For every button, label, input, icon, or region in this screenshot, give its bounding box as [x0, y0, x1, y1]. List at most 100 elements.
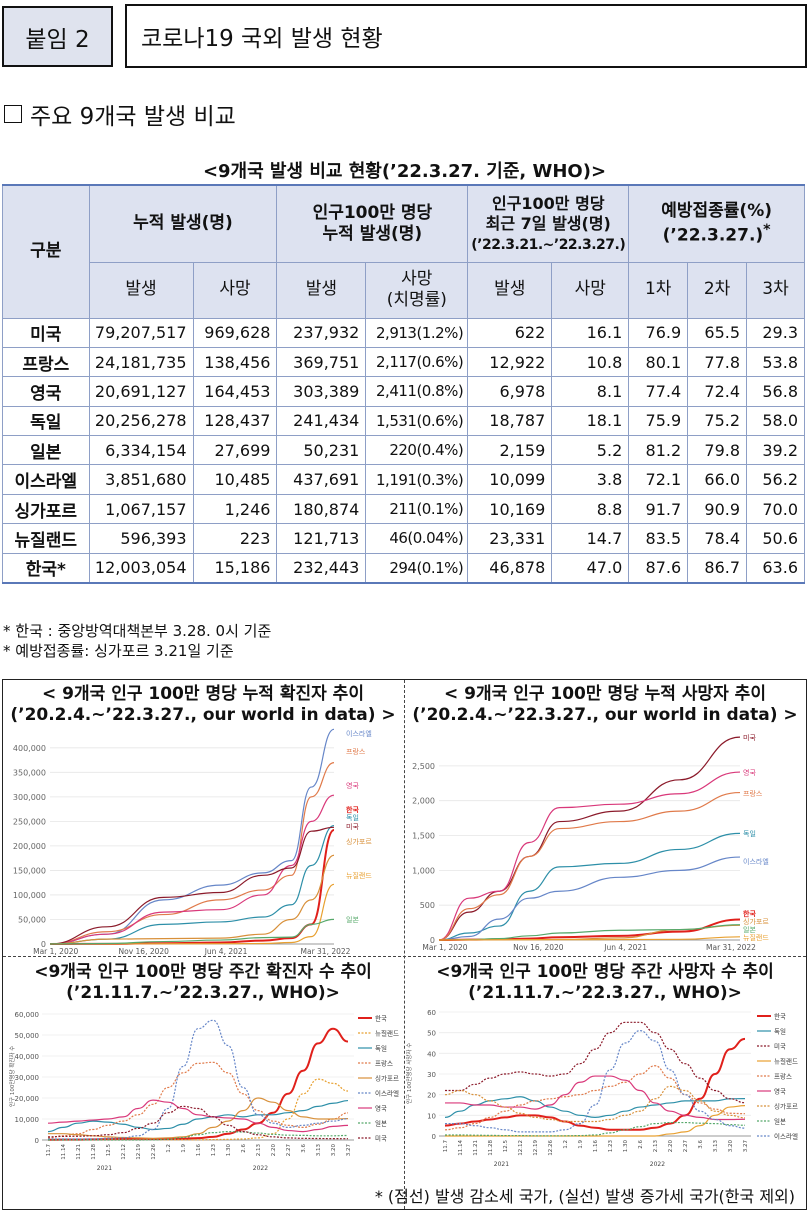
cell-v3: 63.6	[746, 552, 805, 585]
year-label: 2022	[650, 1161, 665, 1168]
legend-label-뉴질랜드: 뉴질랜드	[375, 1029, 399, 1038]
cell-pm-deaths: 211(0.1%)	[365, 493, 469, 525]
cell-w-cases: 10,169	[467, 493, 553, 525]
x-tick-label: Mar 31, 2022	[301, 947, 351, 956]
series-line-이스라엘	[49, 728, 335, 945]
x-tick-label: 2.20	[271, 1144, 277, 1157]
x-tick-label: 2.6	[638, 1140, 644, 1149]
table-notes: * 한국 : 중앙방역대책본부 3.28. 0시 기준 * 예방접종률: 싱가포…	[3, 621, 271, 661]
series-label-이스라엘: 이스라엘	[346, 729, 372, 738]
cell-v3: 56.8	[746, 376, 805, 407]
sub-dose2: 2차	[687, 261, 748, 319]
x-tick-label: 3.13	[316, 1144, 322, 1157]
chart4-title: <9개국 인구 100만 명당 주간 사망자 수 추이 (’21.11.7.~’2…	[436, 962, 774, 1003]
header-weekly: 인구100만 명당 최근 7일 발생(명) (’22.3.21.~’22.3.27.…	[467, 184, 630, 263]
table-row: 영국 20,691,127 164,453 303,389 2,411(0.8%) 6,9…	[2, 376, 805, 407]
x-tick-label: 11.7	[46, 1144, 52, 1157]
y-tick-label: 150,000	[13, 866, 46, 875]
table-row: 독일 20,256,278 128,437 241,434 1,531(0.6%) 18,…	[2, 405, 805, 437]
cell-pm-cases: 241,434	[276, 405, 367, 437]
header-per-million: 인구100만 명당 누적 발생(명)	[276, 184, 469, 263]
cell-w-deaths: 16.1	[551, 317, 630, 348]
table-row: 뉴질랜드 596,393 223 121,713 46(0.04%) 23,331 14.7…	[2, 523, 805, 554]
series-line-독일	[47, 1099, 349, 1133]
cell-v1: 91.7	[628, 493, 689, 525]
cell-deaths: 1,246	[192, 493, 278, 525]
y-tick-label: 0	[432, 1133, 436, 1141]
cell-w-cases: 622	[467, 317, 553, 348]
y-tick-label: 20	[427, 1092, 436, 1100]
y-tick-label: 300,000	[13, 793, 46, 802]
x-tick-label: Nov 16, 2020	[119, 947, 170, 956]
chart-weekly-cases: 60,000 50,000 40,000 30,000 20,000 10,000 0 인구 …	[8, 1011, 399, 1172]
series-line-독일	[444, 1096, 746, 1119]
series-line-이스라엘	[47, 1019, 349, 1140]
legend-label-한국: 한국	[375, 1015, 387, 1023]
legend-label-프랑스: 프랑스	[375, 1060, 393, 1068]
year-label: 2021	[97, 1165, 112, 1172]
y-tick-label: 40	[427, 1050, 436, 1058]
x-tick-label: Jun 4, 2021	[603, 943, 647, 952]
cell-deaths: 164,453	[192, 376, 278, 407]
sub-pm-deaths: 사망 (치명률)	[365, 261, 469, 319]
cell-deaths: 128,437	[192, 405, 278, 437]
table-caption: <9개국 발생 비교 현황(’22.3.27. 기준, WHO)>	[202, 161, 607, 182]
x-tick-label: 2.27	[683, 1140, 689, 1153]
y-tick-label: 50,000	[18, 915, 46, 924]
x-tick-label: 11.21	[76, 1144, 82, 1160]
legend-label-영국: 영국	[774, 1087, 786, 1096]
legend-label-영국: 영국	[375, 1104, 387, 1113]
series-line-일본	[444, 1121, 746, 1137]
series-line-프랑스	[49, 762, 335, 945]
x-tick-label: 2.13	[653, 1140, 659, 1153]
year-label: 2021	[494, 1161, 509, 1168]
country-comparison-table: 구분 누적 발생(명) 인구100만 명당 누적 발생(명) 인구100만 명당 최…	[2, 184, 805, 585]
y-tick-label: 50	[427, 1030, 436, 1038]
series-line-한국	[49, 828, 335, 945]
cell-pm-cases: 303,389	[276, 376, 367, 407]
cell-w-deaths: 18.1	[551, 405, 630, 437]
cell-pm-cases: 121,713	[276, 523, 367, 554]
cell-w-deaths: 3.8	[551, 464, 630, 495]
x-tick-label: 12.12	[518, 1140, 524, 1156]
x-tick-label: 2.27	[286, 1144, 292, 1157]
series-line-프랑스	[47, 1061, 349, 1139]
y-tick-label: 2,500	[412, 762, 435, 771]
table-row: 프랑스 24,181,735 138,456 369,751 2,117(0.6%) 12…	[2, 346, 805, 378]
x-tick-label: 2.20	[668, 1140, 674, 1153]
series-line-한국	[444, 1037, 746, 1131]
cell-deaths: 223	[192, 523, 278, 554]
section-heading: 주요 9개국 발생 비교	[4, 97, 236, 131]
cell-v3: 39.2	[746, 435, 805, 466]
series-line-싱가포르	[48, 1097, 349, 1139]
cell-w-deaths: 8.8	[551, 493, 630, 525]
series-line-미국	[47, 1105, 349, 1140]
cell-name: 이스라엘	[2, 464, 90, 495]
cell-v3: 29.3	[746, 317, 805, 348]
sub-cases: 발생	[88, 261, 194, 319]
cell-pm-deaths: 1,191(0.3%)	[365, 464, 469, 495]
cell-cases: 24,181,735	[88, 346, 194, 378]
y-tick-label: 10,000	[15, 1116, 40, 1124]
cell-w-deaths: 47.0	[551, 552, 630, 585]
cell-pm-deaths: 2,411(0.8%)	[365, 376, 469, 407]
cell-pm-deaths: 1,531(0.6%)	[365, 405, 469, 437]
y-tick-label: 400,000	[13, 744, 46, 753]
y-tick-label: 250,000	[13, 817, 46, 826]
x-tick-label: 12.5	[106, 1144, 112, 1157]
y-tick-label: 200,000	[13, 842, 46, 851]
series-label-싱가포르: 싱가포르	[743, 917, 769, 926]
chart-weekly-deaths: 60 50 40 30 20 10 0 인구 100만명당 사망자 수 11.7 11.14 11.…	[405, 1009, 798, 1168]
cell-v1: 75.9	[628, 405, 689, 437]
series-line-독일	[49, 824, 335, 945]
legend-label-미국: 미국	[375, 1134, 387, 1143]
x-tick-label: 11.14	[61, 1144, 67, 1160]
series-label-일본: 일본	[743, 925, 756, 934]
x-tick-label: 3.6	[698, 1140, 704, 1149]
series-line-미국	[438, 736, 741, 941]
series-label-영국: 영국	[743, 768, 756, 777]
cell-name: 영국	[2, 376, 90, 407]
series-line-영국	[444, 1075, 746, 1121]
cell-v2: 65.5	[687, 317, 748, 348]
series-line-일본	[49, 918, 335, 945]
